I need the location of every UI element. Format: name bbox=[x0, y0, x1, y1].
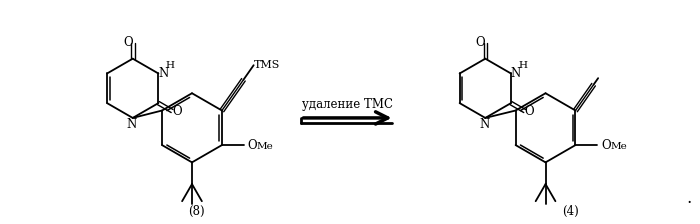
Text: H: H bbox=[518, 61, 527, 70]
Text: TMS: TMS bbox=[254, 60, 281, 70]
Text: N: N bbox=[127, 118, 137, 131]
Text: H: H bbox=[166, 61, 175, 70]
Text: O: O bbox=[475, 36, 485, 49]
Text: (4): (4) bbox=[562, 205, 579, 218]
Text: Me: Me bbox=[256, 142, 273, 151]
Text: N: N bbox=[158, 67, 169, 80]
Text: O: O bbox=[172, 105, 182, 118]
Text: O: O bbox=[601, 139, 611, 152]
Text: O: O bbox=[123, 36, 132, 49]
Text: .: . bbox=[686, 190, 692, 207]
Text: удаление ТМС: удаление ТМС bbox=[302, 98, 393, 111]
Text: Me: Me bbox=[610, 142, 627, 151]
Text: O: O bbox=[248, 139, 257, 152]
Text: (8): (8) bbox=[188, 205, 205, 218]
Text: O: O bbox=[525, 105, 534, 118]
Text: N: N bbox=[480, 118, 489, 131]
Text: N: N bbox=[511, 67, 521, 80]
